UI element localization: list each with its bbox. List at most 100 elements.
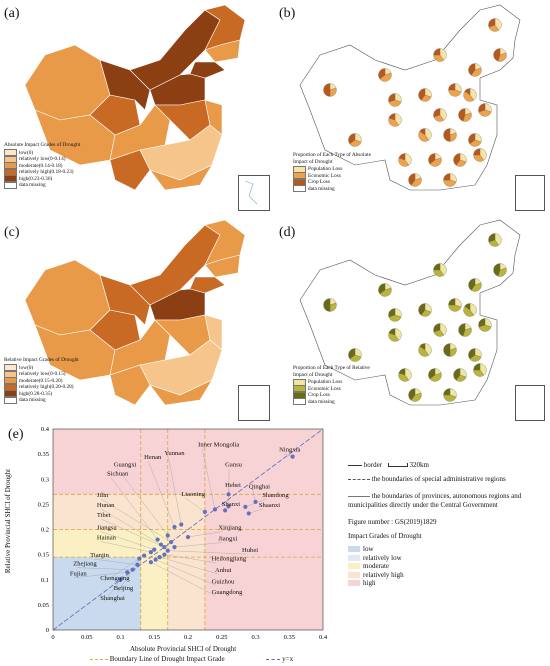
pie-marker [478,318,492,332]
pie-marker [433,108,447,122]
x-tick-label: 0.35 [284,634,295,641]
data-point [148,560,153,565]
pie-slice [443,173,451,181]
legend-label: data missing [19,397,46,403]
pie-marker [398,368,412,382]
panel-b-label: (b) [279,6,296,21]
legend-label: high(0.23-0.36) [19,175,53,182]
pie-slice [493,263,501,277]
pie-slice [458,323,466,337]
point-label: Xinjiang [218,525,242,532]
leader-line [159,556,220,575]
pie-marker [398,153,412,167]
pie-slice [453,368,461,381]
x-axis-title: Absolute Provincial SHCI of Drought [130,645,237,653]
point-label: Guizhou [212,578,235,585]
grade-label: moderate [363,562,390,570]
grade-zone [140,557,168,630]
pie-marker [468,348,482,362]
pie-marker [468,133,482,147]
data-point [212,507,218,512]
leader-line [104,579,121,602]
diagonal-line-swatch [266,658,281,660]
data-point [246,511,251,516]
pie-marker [443,343,457,357]
legend-row: data missing [293,398,383,406]
pie-marker [488,233,502,247]
leader-line [104,555,145,582]
region-guangdong [149,379,213,406]
leader-line [168,457,182,525]
pie-slice [429,372,442,382]
figure-number: Figure number : GS(2019)1829 [348,518,437,526]
point-label: Beijing [114,585,134,592]
point-label: Gansu [225,462,243,469]
pie-slice [348,133,356,145]
legend-label: relatively high(0.20-0.28) [19,384,74,390]
legend-label: high(0.28-0.35) [19,390,53,397]
legend-label: relatively high(0.18-0.23) [19,169,74,175]
point-label: Henan [144,454,162,461]
pie-slice [468,133,476,145]
y-axis-title: Relative Provincial SHCI of Drought [4,468,12,574]
point-label: Tianjin [90,552,110,559]
leader-line [174,542,223,548]
pie-slice [418,88,426,101]
pie-slice [418,345,430,357]
data-point [152,547,157,552]
pie-slice [478,318,486,328]
pie-slice [388,308,396,318]
data-point [169,539,174,545]
grade-row: moderate [348,562,404,571]
legend-title: Proportion of Each Type of Relative Impa… [293,365,370,378]
pie-marker [378,68,392,82]
sar-key: the boundaries of special administrative… [348,475,506,483]
y-tick-label: 0.15 [38,552,49,559]
data-point [118,577,123,582]
data-point [155,537,160,542]
pie-marker [418,128,432,142]
leader-line [100,518,165,548]
legend-row: data missing [4,181,84,189]
pie-slice [418,303,426,316]
pie-slice [428,153,436,165]
leader-line [155,559,216,586]
pie-slice [408,388,416,401]
grade-zone [167,429,205,495]
y-tick-label: 0.35 [38,451,49,458]
data-point [185,534,191,540]
pie-slice [458,108,466,122]
leader-line [100,541,151,553]
region-jilin [204,39,241,63]
region-liaoning [189,61,226,79]
diagonal-line [52,428,324,631]
data-point [125,570,130,575]
pie-slice [379,72,392,82]
pie-slice [448,89,462,97]
pie-slice [448,83,456,91]
data-point [130,567,135,572]
pie-marker [453,153,467,167]
point-label: Shanxi [222,501,240,508]
leader-line [228,488,230,507]
panel-d-label: (d) [279,225,296,240]
legend-title: Proportion of Each Type of Absolute Impa… [293,152,371,165]
pie-slice [388,328,396,336]
point-label: Liaoning [181,491,206,498]
pie-marker [493,263,507,277]
pie-slice [419,128,426,136]
pie-slice [378,283,386,295]
grade-swatch [348,580,360,587]
pie-marker [448,83,462,97]
pie-slice [398,153,406,161]
legend-label: Crop Loss [308,392,330,398]
leader-line [164,554,216,563]
diagonal-line-label: y=x [282,655,294,663]
legend-label: moderate(0.15-0.20) [19,377,63,384]
pie-marker [468,278,482,292]
data-point [172,524,177,530]
data-point [162,552,167,557]
leader-line [73,572,128,578]
grade-swatch [348,554,360,561]
pie-marker [448,298,462,312]
